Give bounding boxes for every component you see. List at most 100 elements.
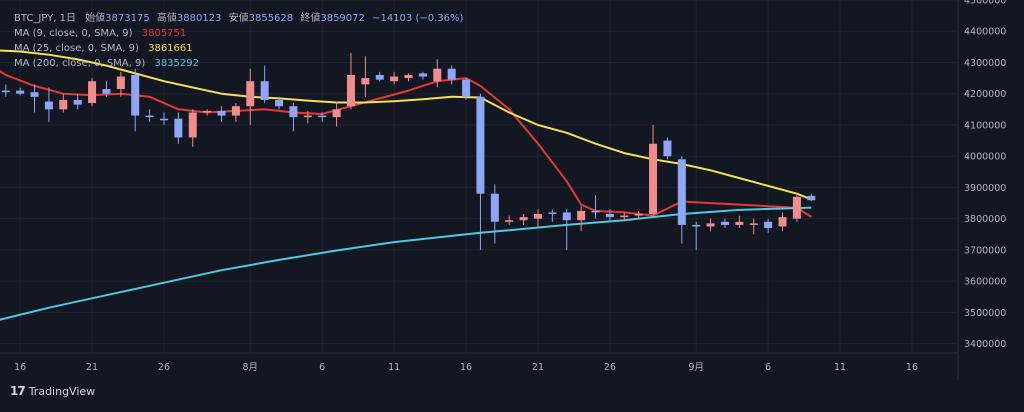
candle[interactable] [447, 65, 456, 85]
candle[interactable] [404, 73, 413, 82]
candle[interactable] [188, 109, 197, 147]
candle-body [346, 74, 355, 107]
candle[interactable] [217, 106, 226, 122]
candle-body [174, 118, 183, 138]
candle[interactable] [73, 93, 82, 110]
candle[interactable] [519, 213, 528, 225]
candle[interactable] [145, 109, 154, 122]
candle[interactable] [346, 53, 355, 110]
tradingview-branding[interactable]: 17 TradingView [10, 384, 95, 398]
candle[interactable] [116, 71, 125, 97]
candle-body [73, 99, 82, 105]
candle[interactable] [174, 112, 183, 144]
candle[interactable] [1, 84, 10, 97]
candle[interactable] [102, 81, 111, 97]
candle-body [303, 115, 312, 118]
ma200-line [0, 206, 812, 321]
candle[interactable] [44, 87, 53, 122]
candle[interactable] [807, 193, 816, 202]
candle-body [145, 115, 154, 118]
candle[interactable] [303, 110, 312, 124]
brand-name: TradingView [28, 384, 96, 398]
x-tick-label: 26 [604, 362, 616, 373]
time-axis[interactable]: 16 21 26 8月 6 11 16 21 26 9月 6 11 16 [14, 362, 918, 373]
x-tick-label: 26 [158, 362, 170, 373]
candle-body [490, 193, 499, 222]
candle[interactable] [332, 101, 341, 127]
candlesticks[interactable] [0, 44, 816, 250]
ma9-line [0, 70, 812, 218]
candle[interactable] [203, 109, 212, 116]
price-axis[interactable]: 3400000 3500000 3600000 3700000 3800000 39000… [964, 0, 1006, 350]
candle[interactable] [677, 156, 686, 244]
candle[interactable] [778, 212, 787, 232]
candle[interactable] [533, 209, 542, 229]
candle-body [720, 221, 729, 225]
candle-body [706, 223, 715, 227]
candle[interactable] [605, 209, 614, 221]
candle-body [332, 109, 341, 118]
candle[interactable] [548, 209, 557, 222]
candle[interactable] [620, 212, 629, 221]
candle-body [778, 217, 787, 227]
y-tick-label: 4500000 [964, 0, 1006, 7]
candle[interactable] [231, 103, 240, 122]
candle[interactable] [490, 184, 499, 244]
candle-body [764, 221, 773, 229]
candle[interactable] [591, 195, 600, 219]
candle[interactable] [375, 71, 384, 82]
candle[interactable] [260, 65, 269, 104]
candle[interactable] [318, 112, 327, 122]
candle[interactable] [692, 221, 701, 250]
candle[interactable] [476, 93, 485, 250]
candle-body [418, 73, 427, 77]
legend-ma200-row[interactable]: MA (200, close, 0, SMA, 9) 3835292 [14, 56, 463, 71]
candle[interactable] [720, 218, 729, 229]
candle[interactable] [649, 124, 658, 216]
candle[interactable] [663, 137, 672, 160]
legend-high-label: 高値 [156, 13, 177, 24]
candle[interactable] [275, 96, 284, 110]
candle[interactable] [246, 68, 255, 125]
candle-body [361, 78, 370, 85]
candle[interactable] [361, 56, 370, 97]
candle[interactable] [390, 71, 399, 85]
candle[interactable] [59, 93, 68, 113]
candle[interactable] [706, 218, 715, 232]
candle[interactable] [634, 210, 643, 219]
candle-body [102, 89, 111, 94]
candle[interactable] [764, 218, 773, 233]
x-tick-label: 9月 [688, 362, 704, 373]
x-tick-label: 16 [906, 362, 918, 373]
legend-symbol[interactable]: BTC_JPY, 1日 [14, 13, 76, 24]
legend-ma9-label: MA (9, close, 0, SMA, 9) [14, 28, 133, 39]
candle[interactable] [131, 68, 140, 132]
candle[interactable] [462, 78, 471, 100]
candle[interactable] [562, 209, 571, 250]
candle[interactable] [577, 206, 586, 232]
candle-body [44, 101, 53, 110]
candle[interactable] [433, 59, 442, 88]
candle[interactable] [30, 84, 39, 113]
candle-body [404, 74, 413, 79]
candle[interactable] [418, 71, 427, 80]
y-tick-label: 3700000 [964, 245, 1006, 256]
legend-ma25-row[interactable]: MA (25, close, 0, SMA, 9) 3861661 [14, 41, 463, 56]
y-tick-label: 4300000 [964, 58, 1006, 69]
candle[interactable] [735, 215, 744, 229]
legend-ma9-row[interactable]: MA (9, close, 0, SMA, 9) 3805751 [14, 26, 463, 41]
candle-body [605, 213, 614, 218]
legend-close-label: 終値 [300, 13, 321, 24]
candle[interactable] [16, 87, 25, 96]
candle[interactable] [505, 215, 514, 225]
candle[interactable] [792, 193, 801, 222]
candle-body [217, 110, 226, 116]
candle-body [16, 90, 25, 94]
candle[interactable] [159, 112, 168, 125]
candle-body [807, 195, 816, 201]
candle[interactable] [749, 218, 758, 235]
candle[interactable] [289, 103, 298, 132]
candle[interactable] [88, 78, 97, 107]
